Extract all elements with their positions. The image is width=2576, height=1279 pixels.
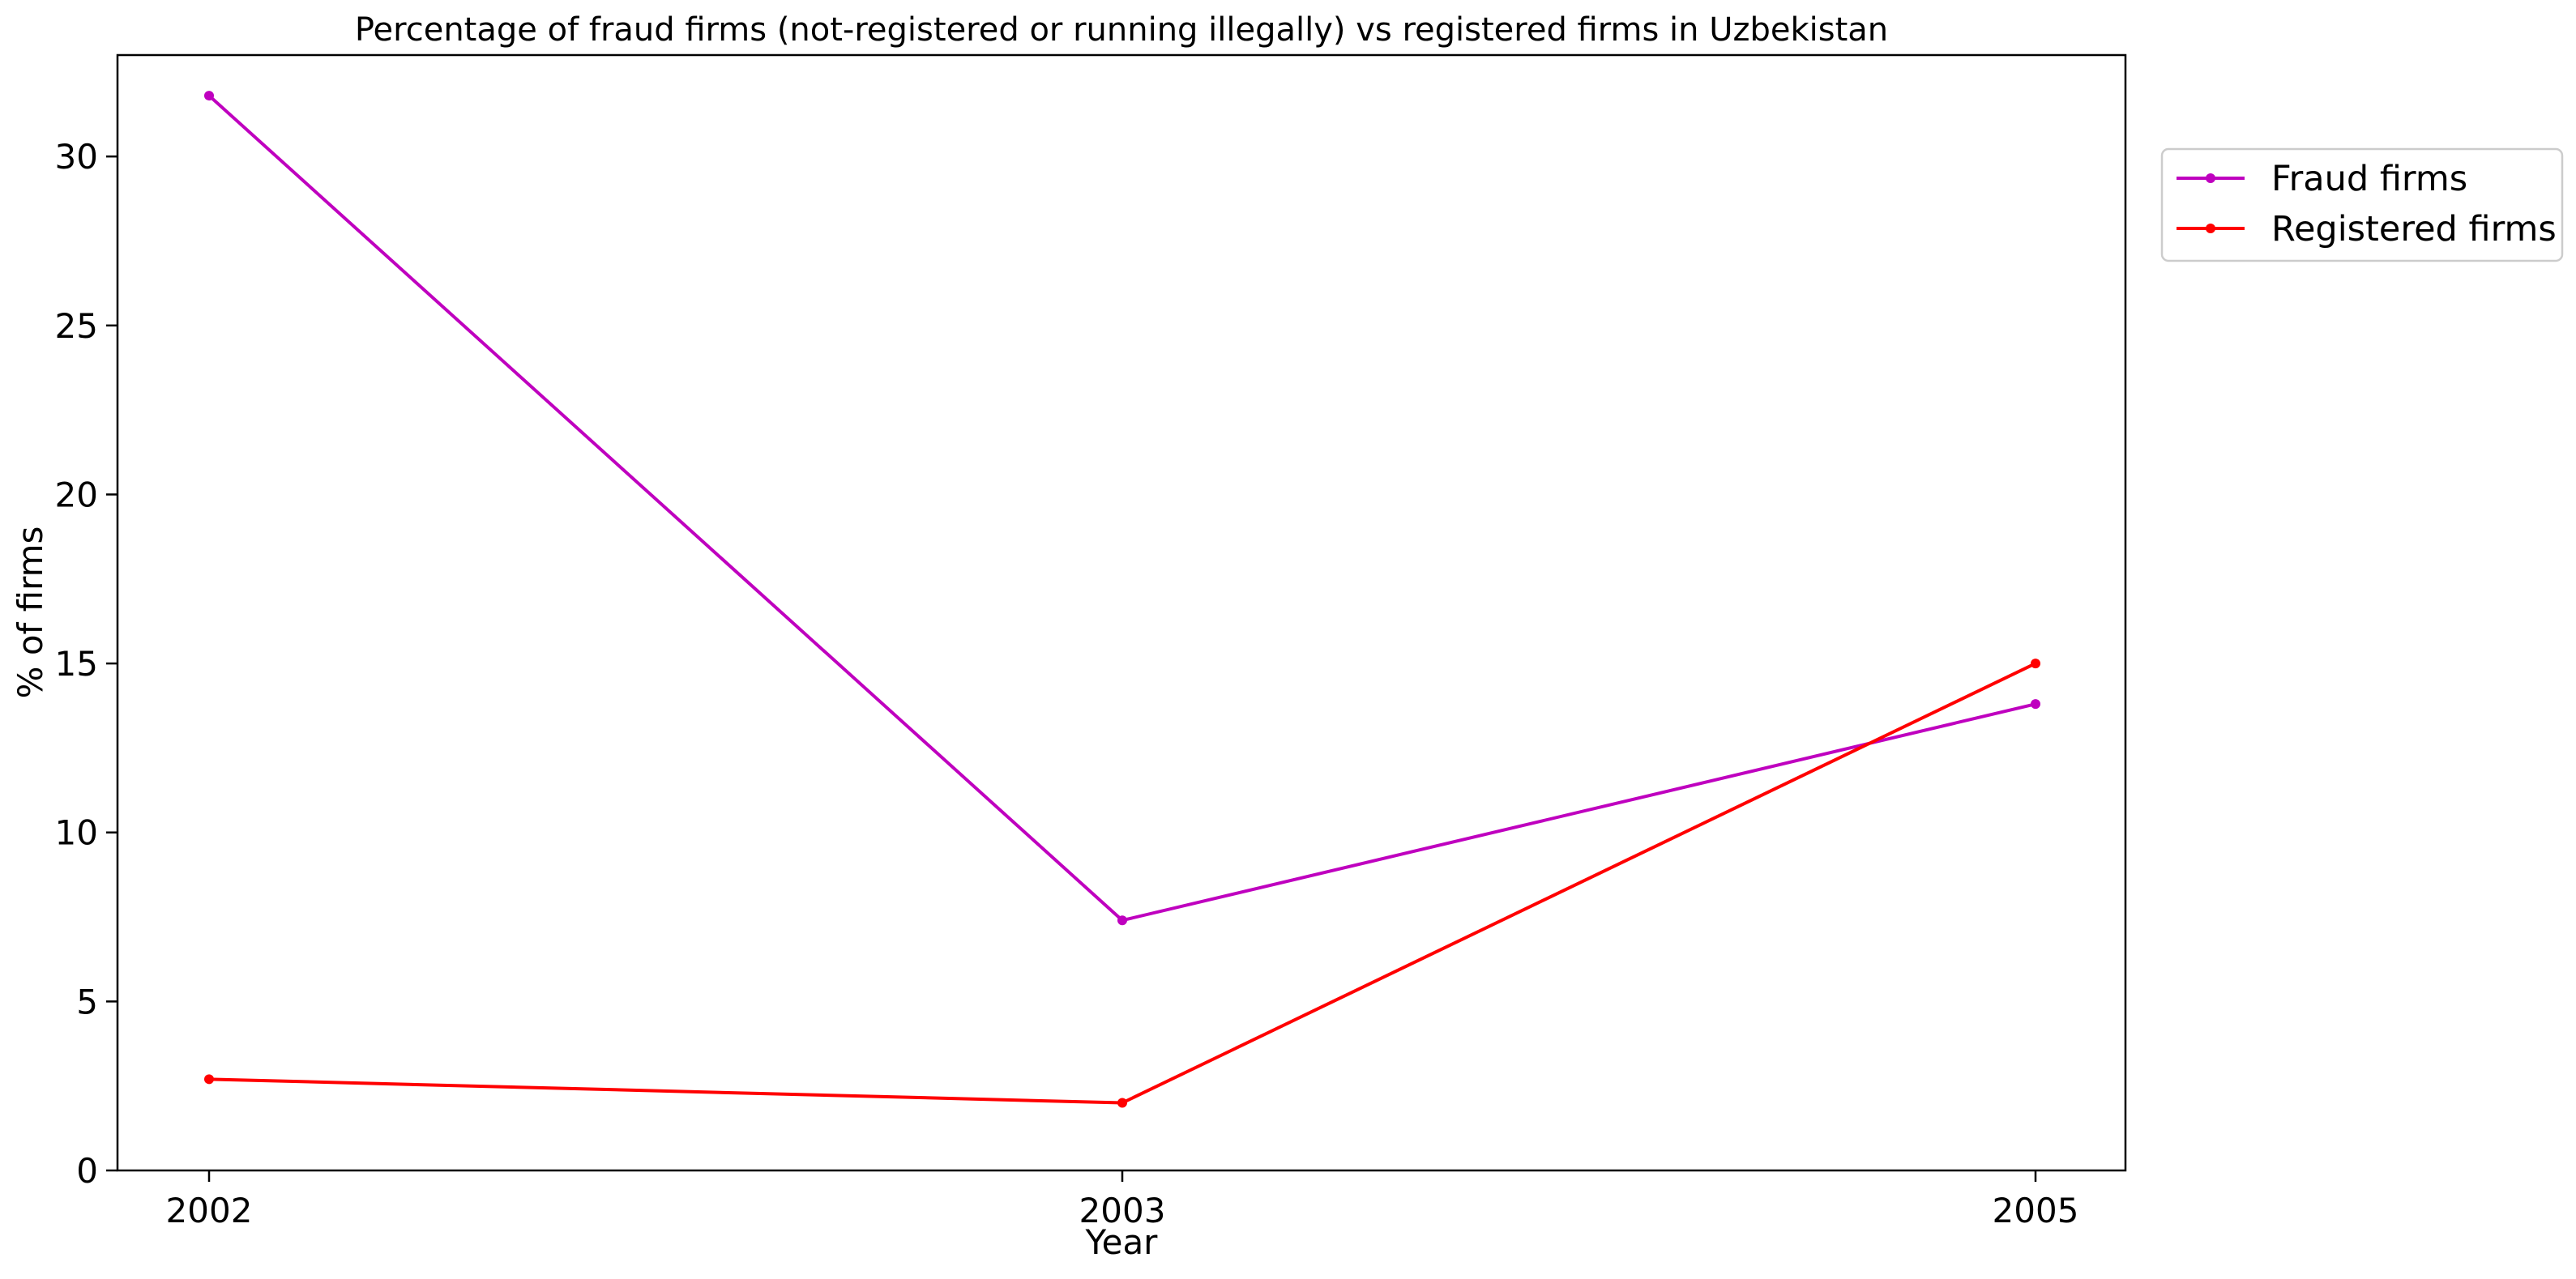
x-tick-label: 2005 [1993, 1191, 2079, 1230]
y-axis-label: % of firms [11, 527, 50, 699]
y-tick-label: 15 [55, 644, 98, 684]
data-point-registered-firms [204, 1074, 214, 1085]
x-axis-ticks: 2002 2003 2005 [166, 1170, 2079, 1230]
x-tick-label: 2003 [1079, 1191, 1166, 1230]
legend-marker [2206, 224, 2215, 233]
legend-label: Fraud firms [2271, 159, 2467, 199]
series-layer [204, 91, 2040, 1108]
y-tick-label: 30 [55, 137, 98, 177]
legend-label: Registered firms [2271, 209, 2557, 249]
data-point-fraud-firms [204, 91, 214, 101]
y-tick-label: 20 [55, 475, 98, 514]
y-tick-label: 5 [76, 982, 98, 1021]
y-tick-label: 0 [76, 1151, 98, 1191]
series-registered-firms [204, 659, 2040, 1108]
legend-marker [2206, 173, 2215, 183]
x-axis-label: Year [1085, 1222, 1159, 1262]
x-tick-label: 2002 [166, 1191, 253, 1230]
y-tick-label: 10 [55, 813, 98, 853]
series-line-registered-firms [207, 662, 2037, 1105]
data-point-registered-firms [2031, 659, 2040, 669]
legend-item-registered-firms: Registered firms [2177, 209, 2557, 249]
series-fraud-firms [204, 91, 2040, 926]
legend-frame [2160, 147, 2564, 262]
data-point-fraud-firms [1117, 915, 1127, 926]
legend: Fraud firms Registered firms [2160, 147, 2564, 262]
plot-frame [116, 53, 2127, 1172]
chart-title: Percentage of fraud firms (not-registere… [355, 11, 1888, 49]
y-axis-ticks: 0 5 10 15 20 25 30 [55, 137, 117, 1191]
y-tick-label: 25 [55, 306, 98, 346]
data-point-fraud-firms [2031, 699, 2040, 710]
legend-item-fraud-firms: Fraud firms [2177, 159, 2467, 199]
data-point-registered-firms [1117, 1098, 1127, 1108]
